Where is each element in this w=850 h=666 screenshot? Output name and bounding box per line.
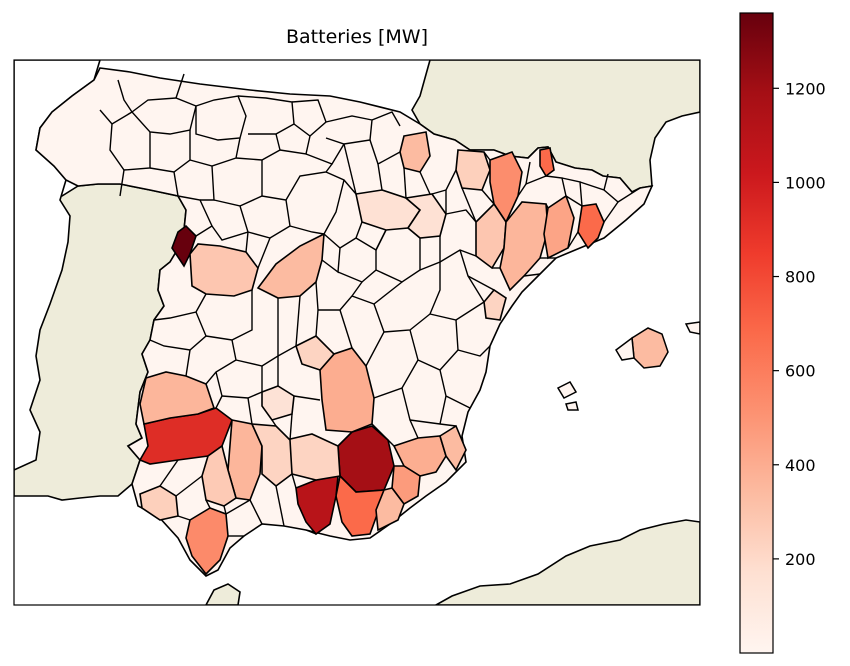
colorbar-tick-label: 1200 — [785, 79, 826, 98]
africa-land — [434, 519, 700, 605]
region-soria — [404, 193, 447, 239]
colorbar-tick-label: 200 — [785, 550, 816, 569]
region-alicante — [439, 424, 467, 472]
colorbar-tick-label: 400 — [785, 456, 816, 475]
island-mallorca-west — [615, 336, 635, 361]
island-ibiza — [556, 381, 578, 399]
colorbar — [739, 12, 774, 654]
colorbar-tick-label: 600 — [785, 362, 816, 381]
region-teruel — [483, 288, 507, 321]
island-formentera — [565, 401, 579, 411]
island-mallorca — [631, 327, 669, 369]
island-menorca — [684, 321, 700, 335]
region-caceres-south — [139, 371, 216, 425]
region-lleida-north — [539, 147, 555, 178]
region-huesca — [455, 149, 491, 191]
region-cordoba-east — [250, 423, 293, 488]
region-salamanca — [189, 243, 259, 297]
africa-west-land — [205, 583, 241, 605]
map-title: Batteries [MW] — [286, 26, 428, 48]
map-area — [14, 60, 700, 605]
region-borders — [99, 73, 641, 537]
colorbar-tick-label: 1000 — [785, 173, 826, 192]
region-granada — [335, 474, 386, 537]
region-almeria-coast — [375, 487, 405, 532]
region-sevilla — [201, 444, 237, 507]
colorbar-tick-label: 800 — [785, 268, 816, 287]
region-toledo — [295, 335, 336, 371]
colorbar-ticks: 200 400 600 800 1000 1200 — [773, 79, 826, 569]
region-zaragoza-east — [499, 201, 549, 292]
region-cadiz — [185, 507, 229, 576]
region-cuenca — [319, 347, 375, 433]
map-frame — [13, 59, 701, 606]
region-huesca-east — [489, 151, 523, 224]
